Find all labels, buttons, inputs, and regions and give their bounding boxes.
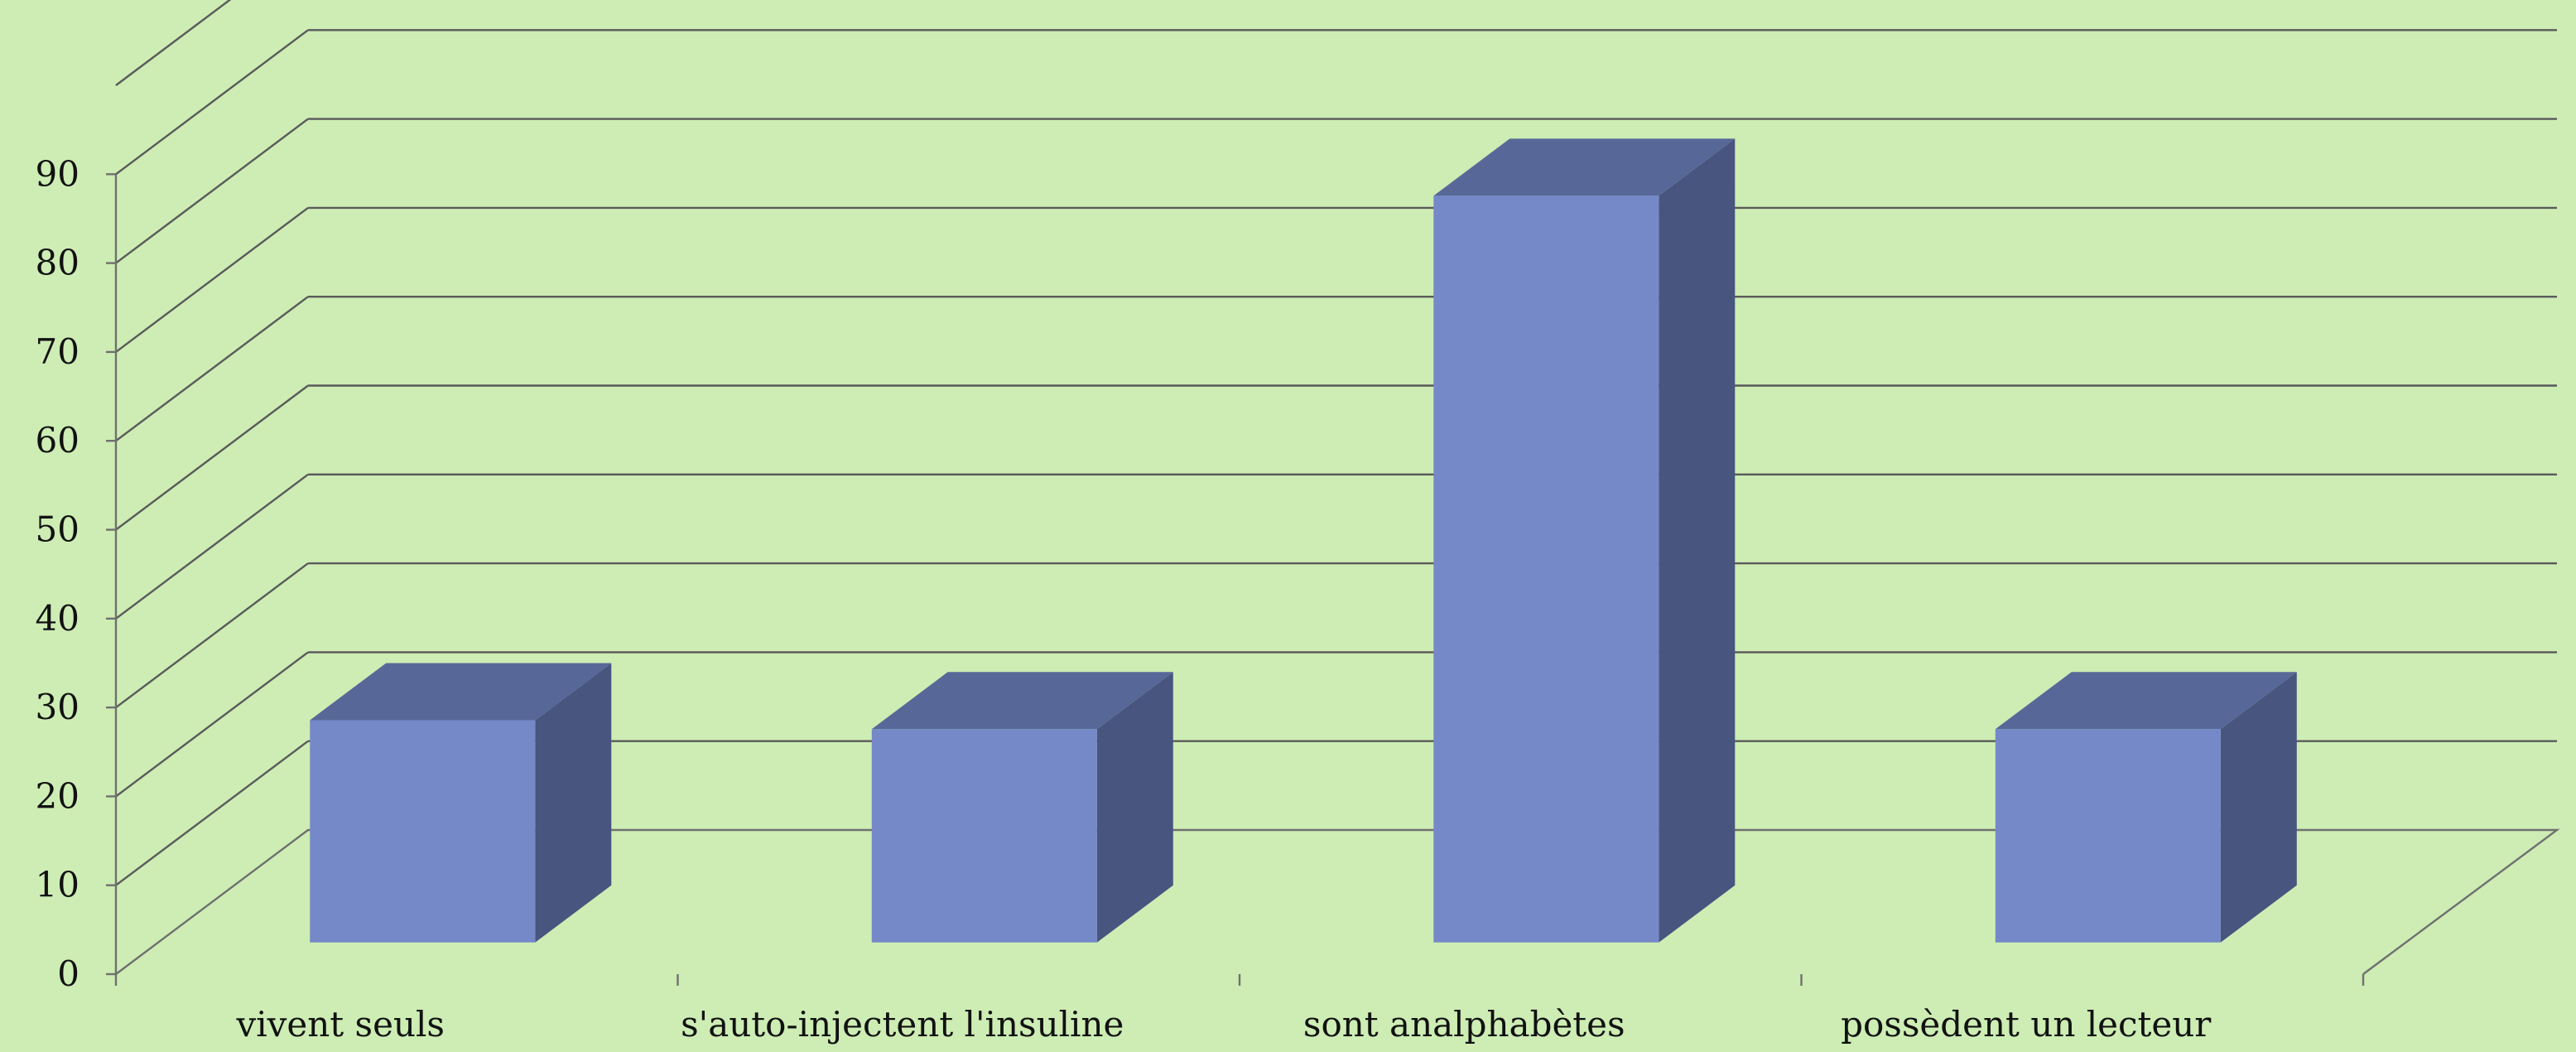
x-category-label: s'auto-injectent l'insuline (681, 1004, 1124, 1045)
bar (310, 663, 612, 943)
bars (310, 138, 2297, 943)
bar-side (2220, 672, 2297, 943)
gridline-side (115, 562, 309, 709)
axes (106, 173, 2560, 986)
gridline-side (115, 384, 309, 531)
y-tick-label: 10 (36, 865, 79, 905)
y-tick-label: 60 (36, 420, 79, 461)
x-category-label: vivent seuls (236, 1004, 445, 1045)
bar-front (871, 729, 1097, 943)
labels: 0 10 20 30 40 50 60 70 80 90 vivent seuls s'auto-in… (36, 153, 2212, 1045)
gridline-side (115, 296, 309, 442)
y-tick-label: 0 (57, 953, 79, 994)
bar (1995, 672, 2297, 943)
gridline-side (115, 651, 309, 798)
bar (871, 672, 1173, 943)
bar-front (1433, 195, 1659, 943)
floor-outline (115, 828, 2560, 975)
gridline-side (115, 473, 309, 620)
y-tick-label: 80 (36, 243, 79, 283)
gridline-side (115, 740, 309, 886)
y-tick-label: 70 (36, 331, 79, 372)
bar-side (1659, 138, 1736, 943)
bar-side (1096, 672, 1173, 943)
gridline-side (115, 118, 309, 264)
gridline-side (115, 0, 232, 86)
bar-top (871, 672, 1173, 730)
bar-front (1995, 729, 2221, 943)
y-tick-label: 90 (36, 153, 79, 194)
x-category-label: possèdent un lecteur (1841, 1004, 2212, 1045)
gridline-side (115, 29, 309, 176)
bar-top (1995, 672, 2297, 730)
x-category-label: sont analphabètes (1303, 1004, 1625, 1045)
y-tick-label: 50 (36, 509, 79, 550)
bar (1433, 138, 1736, 943)
y-tick-label: 30 (36, 687, 79, 727)
y-tick-label: 40 (36, 598, 79, 639)
bar-top (1433, 138, 1736, 196)
gridlines (115, 0, 2557, 886)
gridline-side (115, 206, 309, 353)
y-tick-label: 20 (36, 775, 79, 816)
bar-top (310, 663, 612, 721)
bar-front (310, 720, 536, 943)
bar-side (535, 663, 612, 943)
